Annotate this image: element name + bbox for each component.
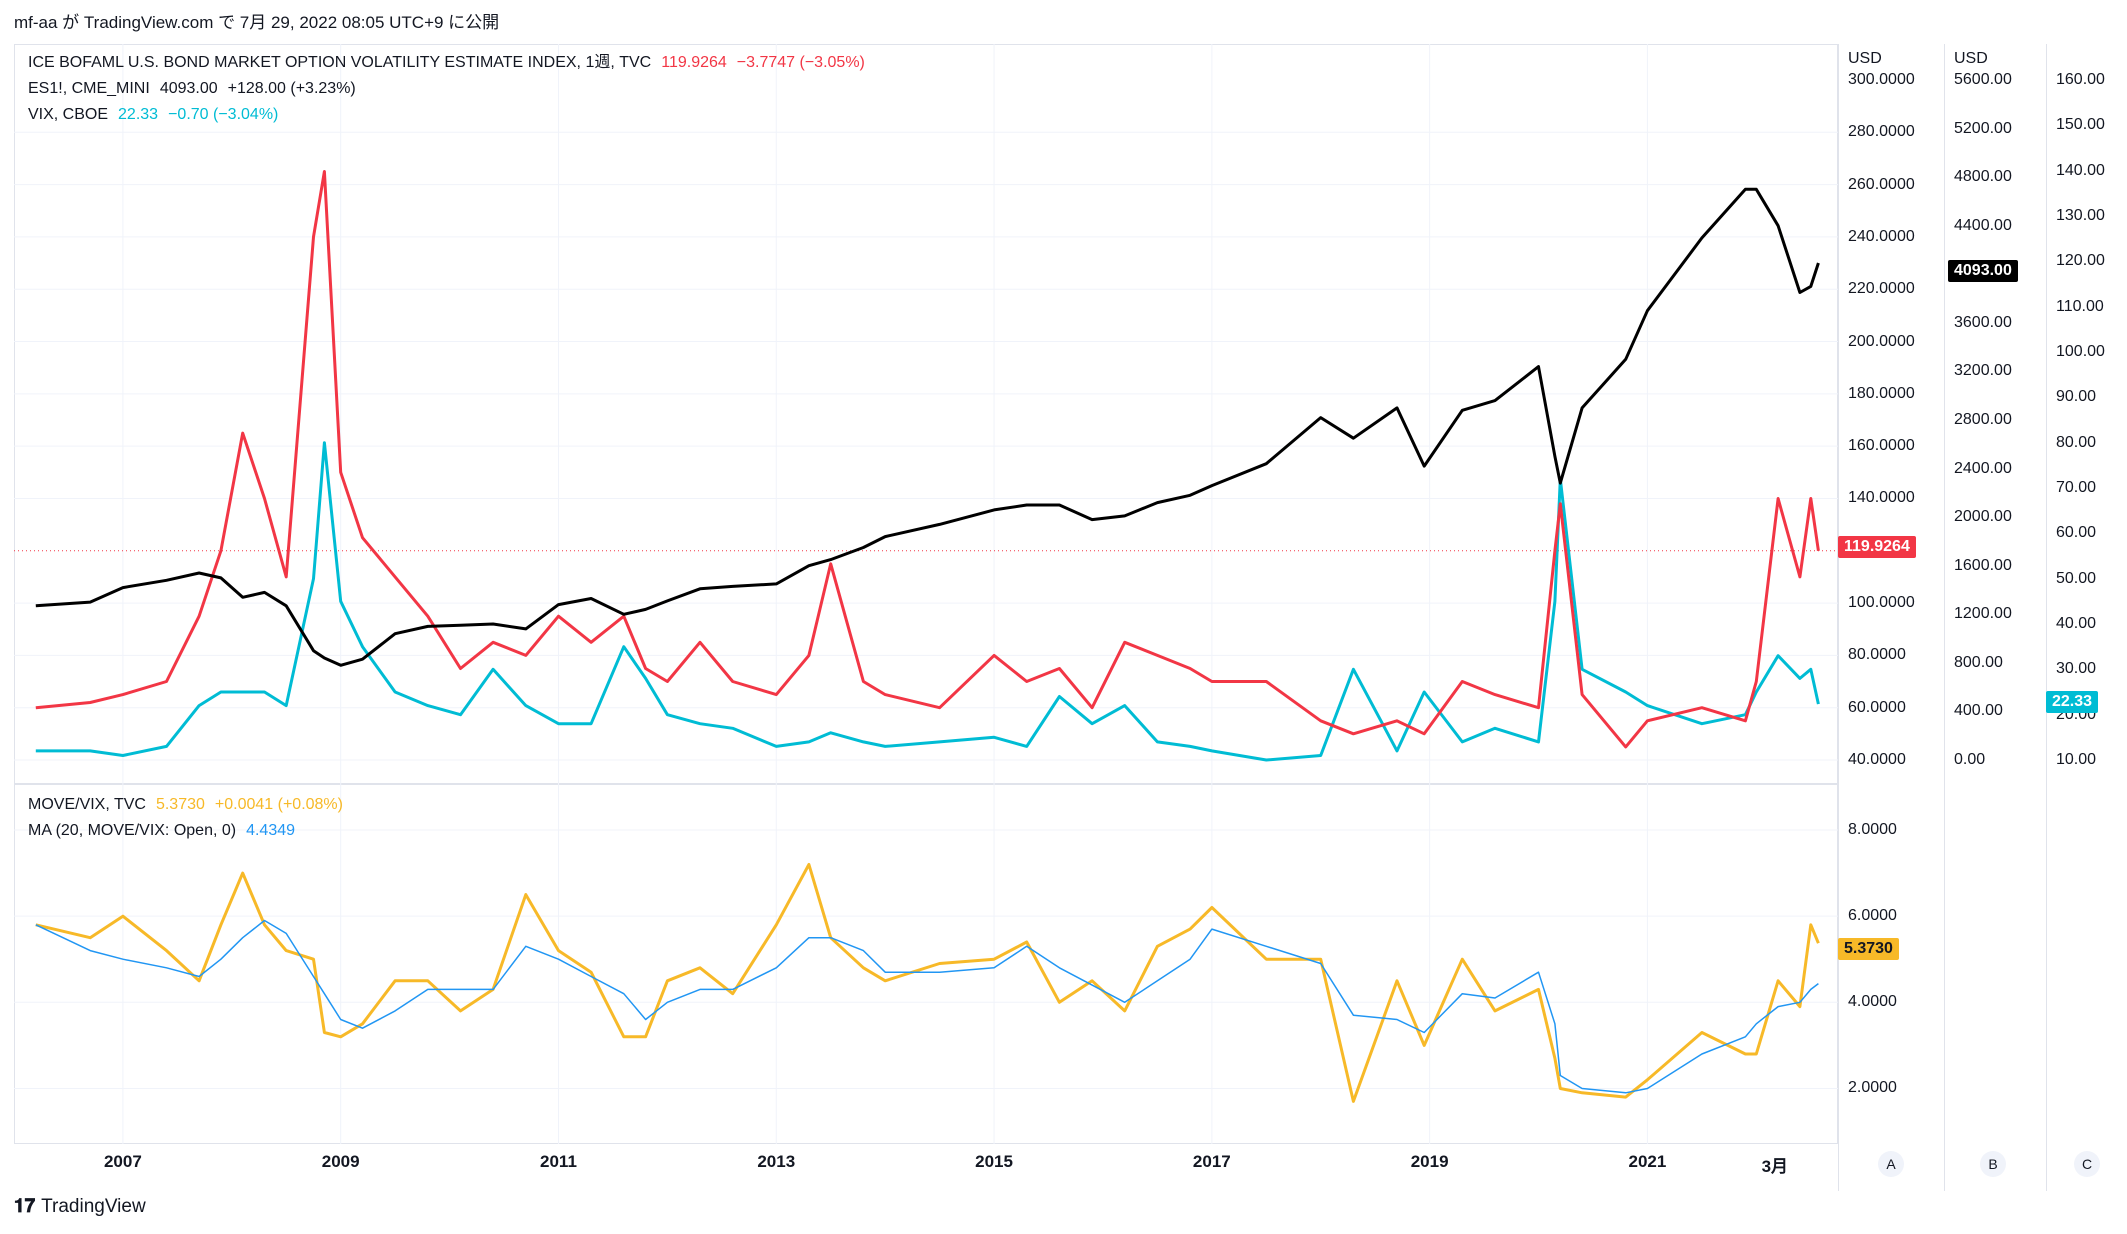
legend-ratio-change: +0.0041 (+0.08%) xyxy=(214,796,343,813)
publish-header: mf-aa が TradingView.com で 7月 29, 2022 08… xyxy=(14,13,500,32)
tradingview-logo-icon: 𝟏𝟕 xyxy=(14,1196,36,1217)
es-axis-tick: 2800.00 xyxy=(1954,411,2012,428)
move-axis-tick: 40.0000 xyxy=(1848,751,1906,768)
legend-move-value: 119.9264 xyxy=(661,54,727,71)
move-axis-tick: 300.0000 xyxy=(1848,71,1915,88)
move-axis-tick: 80.0000 xyxy=(1848,646,1906,664)
vix-axis-tick: 140.00 xyxy=(2056,161,2105,179)
es-axis-tick: 2400.00 xyxy=(1954,459,2012,477)
legend-vix[interactable]: VIX, CBOE 22.33 −0.70 (−3.04%) xyxy=(28,102,875,128)
x-axis-tick: 3月 xyxy=(1761,1157,1789,1176)
es-axis-tick: 4400.00 xyxy=(1954,216,2012,234)
vix-axis-tick: 150.00 xyxy=(2056,116,2105,134)
legend-ratio-value: 5.3730 xyxy=(155,796,205,813)
es-price-axis[interactable] xyxy=(1944,44,2046,1191)
legend-es-change: +128.00 (+3.23%) xyxy=(227,80,356,97)
ratio-axis-tick: 6.0000 xyxy=(1848,907,1897,925)
vix-price-tag: 22.33 xyxy=(2046,691,2099,713)
es-axis-tick: 5600.00 xyxy=(1954,71,2012,88)
main-pane[interactable] xyxy=(14,44,1838,784)
bottom-legend: MOVE/VIX, TVC 5.3730 +0.0041 (+0.08%) MA (… xyxy=(28,792,353,844)
move-price-tag: 119.9264 xyxy=(1838,536,1916,558)
legend-move-change: −3.7747 (−3.05%) xyxy=(736,54,865,71)
ratio-axis-tick: 8.0000 xyxy=(1848,821,1897,838)
es-axis-tick: 1200.00 xyxy=(1954,605,2012,623)
vix-axis-tick: 100.00 xyxy=(2056,343,2105,360)
move-axis-tick: 220.0000 xyxy=(1848,280,1915,298)
move-price-axis[interactable] xyxy=(1838,44,1944,1191)
series-line-move-vix xyxy=(35,863,1820,1103)
vix-axis-tick: 50.00 xyxy=(2056,569,2097,587)
es-axis-tick: 3200.00 xyxy=(1954,362,2012,380)
es-axis-tick: 5200.00 xyxy=(1954,119,2012,137)
es-axis-tick: 2000.00 xyxy=(1954,508,2012,526)
legend-vix-change: −0.70 (−3.04%) xyxy=(168,106,279,123)
series-line-move xyxy=(35,170,1820,749)
move-axis-tick: 280.0000 xyxy=(1848,123,1915,141)
scale-button-b[interactable]: B xyxy=(1980,1151,2006,1177)
move-axis-tick: 60.0000 xyxy=(1848,698,1906,716)
x-axis-tick: 2007 xyxy=(103,1152,142,1171)
move-axis-tick: 100.0000 xyxy=(1848,594,1915,612)
series-line-ma-20-move-vix-open-0 xyxy=(35,919,1819,1094)
move-axis-tick: 180.0000 xyxy=(1848,384,1915,402)
legend-vix-value: 22.33 xyxy=(118,106,159,123)
es-axis-tick: 1600.00 xyxy=(1954,556,2012,574)
vix-axis-tick: 160.00 xyxy=(2056,71,2105,88)
vix-axis-tick: 10.00 xyxy=(2056,751,2097,768)
legend-ratio-name: MOVE/VIX, TVC xyxy=(28,796,146,813)
move-axis-tick: 160.0000 xyxy=(1848,437,1915,455)
es-axis-tick: 4800.00 xyxy=(1954,168,2012,186)
move-axis-tick: 240.0000 xyxy=(1848,227,1915,245)
ratio-axis-tick: 2.0000 xyxy=(1848,1079,1897,1097)
ratio-axis-tick: 4.0000 xyxy=(1848,993,1897,1011)
x-axis-tick: 2019 xyxy=(1410,1152,1449,1171)
es-axis-tick: 0.00 xyxy=(1954,751,1986,768)
vix-axis-tick: 70.00 xyxy=(2056,479,2097,496)
es-axis-unit: USD xyxy=(1954,50,1988,67)
scale-button-a[interactable]: A xyxy=(1878,1151,1904,1177)
legend-ma-value: 4.4349 xyxy=(246,822,296,839)
es-axis-tick: 400.00 xyxy=(1954,702,2003,720)
vix-axis-tick: 60.00 xyxy=(2056,524,2097,542)
footer-brand-label: TradingView xyxy=(41,1196,146,1217)
legend-move[interactable]: ICE BOFAML U.S. BOND MARKET OPTION VOLAT… xyxy=(28,50,875,76)
x-axis-tick: 2013 xyxy=(757,1152,796,1171)
legend-es-name: ES1!, CME_MINI xyxy=(28,80,150,97)
x-axis-tick: 2011 xyxy=(540,1152,577,1171)
vix-price-axis[interactable] xyxy=(2046,44,2127,1191)
es-axis-tick: 800.00 xyxy=(1954,653,2003,671)
vix-axis-tick: 90.00 xyxy=(2056,388,2097,406)
ratio-price-tag: 5.3730 xyxy=(1838,938,1899,960)
legend-es[interactable]: ES1!, CME_MINI 4093.00 +128.00 (+3.23%) xyxy=(28,76,875,102)
move-axis-tick: 260.0000 xyxy=(1848,175,1915,193)
vix-axis-tick: 80.00 xyxy=(2056,433,2097,451)
vix-axis-tick: 110.00 xyxy=(2056,297,2104,315)
x-axis-tick: 2021 xyxy=(1628,1152,1667,1171)
es-axis-tick: 3600.00 xyxy=(1954,313,2012,331)
es-price-tag: 4093.00 xyxy=(1948,260,2018,282)
footer-brand[interactable]: 𝟏𝟕 TradingView xyxy=(14,1196,146,1218)
ratio-pane[interactable] xyxy=(14,784,1838,1144)
move-axis-tick: 200.0000 xyxy=(1848,332,1915,350)
legend-vix-name: VIX, CBOE xyxy=(28,106,109,123)
legend-ma[interactable]: MA (20, MOVE/VIX: Open, 0) 4.4349 xyxy=(28,818,353,844)
x-axis-tick: 2009 xyxy=(321,1152,360,1171)
top-legend: ICE BOFAML U.S. BOND MARKET OPTION VOLAT… xyxy=(28,50,875,128)
vix-axis-tick: 120.00 xyxy=(2056,252,2105,270)
x-axis-tick: 2017 xyxy=(1192,1152,1231,1171)
legend-es-value: 4093.00 xyxy=(159,80,218,97)
move-axis-unit: USD xyxy=(1848,50,1882,67)
legend-ratio[interactable]: MOVE/VIX, TVC 5.3730 +0.0041 (+0.08%) xyxy=(28,792,353,818)
move-axis-tick: 140.0000 xyxy=(1848,489,1915,507)
vix-axis-tick: 30.00 xyxy=(2056,660,2097,678)
vix-axis-tick: 130.00 xyxy=(2056,207,2105,224)
x-axis-tick: 2015 xyxy=(975,1152,1013,1171)
vix-axis-tick: 40.00 xyxy=(2056,615,2097,632)
legend-ma-name: MA (20, MOVE/VIX: Open, 0) xyxy=(28,822,237,839)
scale-button-c[interactable]: C xyxy=(2074,1151,2100,1177)
legend-move-name: ICE BOFAML U.S. BOND MARKET OPTION VOLAT… xyxy=(28,54,652,71)
